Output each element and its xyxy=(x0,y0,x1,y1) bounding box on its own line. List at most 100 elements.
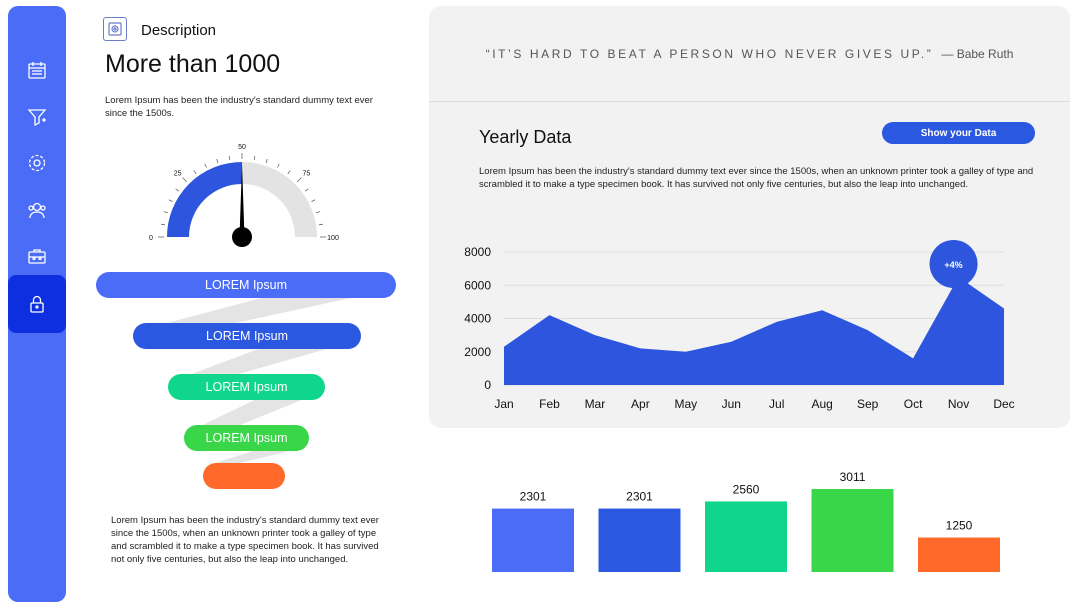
bar xyxy=(918,537,1000,572)
gauge-tick xyxy=(204,163,207,168)
x-tick-label: Dec xyxy=(993,397,1014,411)
funnel-diagram: LOREM Ipsum LOREM Ipsum LOREM Ipsum LOREM I… xyxy=(90,268,410,498)
gauge-tick xyxy=(216,158,219,163)
sidebar-item-team[interactable] xyxy=(8,187,66,233)
yearly-panel: “IT’S HARD TO BEAT A PERSON WHO NEVER GI… xyxy=(429,6,1070,428)
summary-bar-chart: 2301 2301 2560 3011 1250 xyxy=(492,470,1000,572)
bar-value-label: 1250 xyxy=(946,519,973,533)
quote-author: — Babe Ruth xyxy=(941,46,1014,61)
lock-icon xyxy=(30,295,44,313)
gauge-tick-label: 25 xyxy=(174,171,182,178)
gauge-tick xyxy=(311,199,316,202)
gauge-tick xyxy=(318,223,324,226)
x-tick-label: Apr xyxy=(631,397,650,411)
gauge-hub xyxy=(232,227,252,247)
area-series xyxy=(504,276,1004,385)
x-tick-label: Oct xyxy=(904,397,923,411)
gauge-tick-label: 0 xyxy=(149,235,153,242)
sidebar-item-calendar[interactable] xyxy=(8,47,66,93)
funnel-stage-label: Ipsum xyxy=(250,329,288,343)
x-tick-label: Aug xyxy=(812,397,833,411)
funnel-stage-label-bold: LOREM xyxy=(205,431,250,445)
growth-badge-label: +4% xyxy=(944,260,962,270)
description-label: Description xyxy=(141,22,217,39)
sidebar-item-briefcase[interactable] xyxy=(8,233,66,279)
funnel-stage-3: LOREM Ipsum xyxy=(168,374,325,400)
intro-text: Lorem Ipsum has been the industry's stan… xyxy=(105,95,373,119)
show-data-button[interactable]: Show your Data xyxy=(882,122,1035,144)
safe-icon xyxy=(103,17,127,41)
funnel-connector xyxy=(215,451,291,463)
funnel-stage-1: LOREM Ipsum xyxy=(96,272,396,298)
x-tick-label: Sep xyxy=(857,397,879,411)
funnel-connector xyxy=(167,298,351,323)
funnel-stage-4: LOREM Ipsum xyxy=(184,425,309,451)
growth-badge xyxy=(929,239,978,288)
y-tick-label: 8000 xyxy=(464,245,491,259)
gauge-tick xyxy=(253,155,256,161)
sidebar-item-settings[interactable] xyxy=(8,140,66,186)
gauge-tick xyxy=(193,170,197,175)
gauge-needle xyxy=(239,164,245,237)
funnel-stage-5 xyxy=(203,463,285,489)
gauge-tick-label: 100 xyxy=(327,235,339,242)
funnel-connector xyxy=(202,400,302,425)
funnel-stage-label-bold: LOREM xyxy=(205,278,250,292)
x-tick-label: Feb xyxy=(539,397,560,411)
gauge-tick xyxy=(168,199,173,202)
bar xyxy=(705,501,787,572)
bar xyxy=(598,508,681,572)
yearly-description: Lorem Ipsum has been the industry's stan… xyxy=(479,166,1034,190)
funnel-stage-label-bold: LOREM xyxy=(206,329,251,343)
settings-icon xyxy=(28,154,46,172)
x-tick-label: Nov xyxy=(948,397,969,411)
quote-banner: “IT’S HARD TO BEAT A PERSON WHO NEVER GI… xyxy=(429,6,1070,102)
gauge-fill xyxy=(167,162,243,238)
bar-value-label: 2560 xyxy=(733,482,760,496)
funnel-stage-label: Ipsum xyxy=(249,431,288,445)
team-icon xyxy=(28,202,46,219)
yearly-data-title: Yearly Data xyxy=(479,127,572,147)
gauge-tick xyxy=(316,211,321,214)
y-tick-label: 0 xyxy=(484,378,491,392)
bar xyxy=(492,508,574,572)
bar-value-label: 2301 xyxy=(520,490,547,504)
gauge-tick-label: 75 xyxy=(302,171,310,178)
gauge-chart: 0 25 50 75 100 xyxy=(149,144,339,247)
gauge-tick xyxy=(277,163,280,168)
gauge-tick xyxy=(163,211,168,214)
calendar-icon xyxy=(28,62,46,79)
gauge-tick xyxy=(228,155,231,161)
funnel-connector xyxy=(191,349,327,374)
bar-value-label: 2301 xyxy=(626,490,653,504)
sidebar-item-lock[interactable] xyxy=(8,275,66,333)
gauge-tick xyxy=(304,188,309,192)
y-tick-label: 4000 xyxy=(464,312,491,326)
page-title: More than 1000 xyxy=(105,50,281,78)
x-tick-label: Jan xyxy=(494,397,513,411)
funnel-stage-label: Ipsum xyxy=(249,380,288,394)
gauge-tick-label: 50 xyxy=(238,144,246,151)
gauge-tick xyxy=(175,188,180,192)
yearly-area-chart: 0 2000 4000 6000 8000 Jan Feb Mar Apr May Jun Jul Au… xyxy=(464,239,1015,411)
x-tick-label: Mar xyxy=(585,397,606,411)
gauge-tick xyxy=(296,177,302,183)
y-tick-label: 6000 xyxy=(464,278,491,292)
sidebar-item-funnel[interactable] xyxy=(8,94,66,140)
funnel-stage-2: LOREM Ipsum xyxy=(133,323,361,349)
x-tick-label: May xyxy=(674,397,697,411)
gauge-tick xyxy=(160,223,166,226)
y-tick-label: 2000 xyxy=(464,345,491,359)
funnel-icon xyxy=(27,109,47,127)
x-tick-label: Jun xyxy=(722,397,741,411)
gauge-tick xyxy=(182,177,188,183)
funnel-stage-label: Ipsum xyxy=(249,278,287,292)
sidebar xyxy=(8,6,66,602)
x-tick-label: Jul xyxy=(769,397,784,411)
bottom-text: Lorem Ipsum has been the industry's stan… xyxy=(111,515,379,565)
funnel-stage-label-bold: LOREM xyxy=(205,380,250,394)
gauge-tick xyxy=(265,158,268,163)
gauge-tick xyxy=(287,170,291,175)
quote-text: “IT’S HARD TO BEAT A PERSON WHO NEVER GI… xyxy=(485,46,934,61)
